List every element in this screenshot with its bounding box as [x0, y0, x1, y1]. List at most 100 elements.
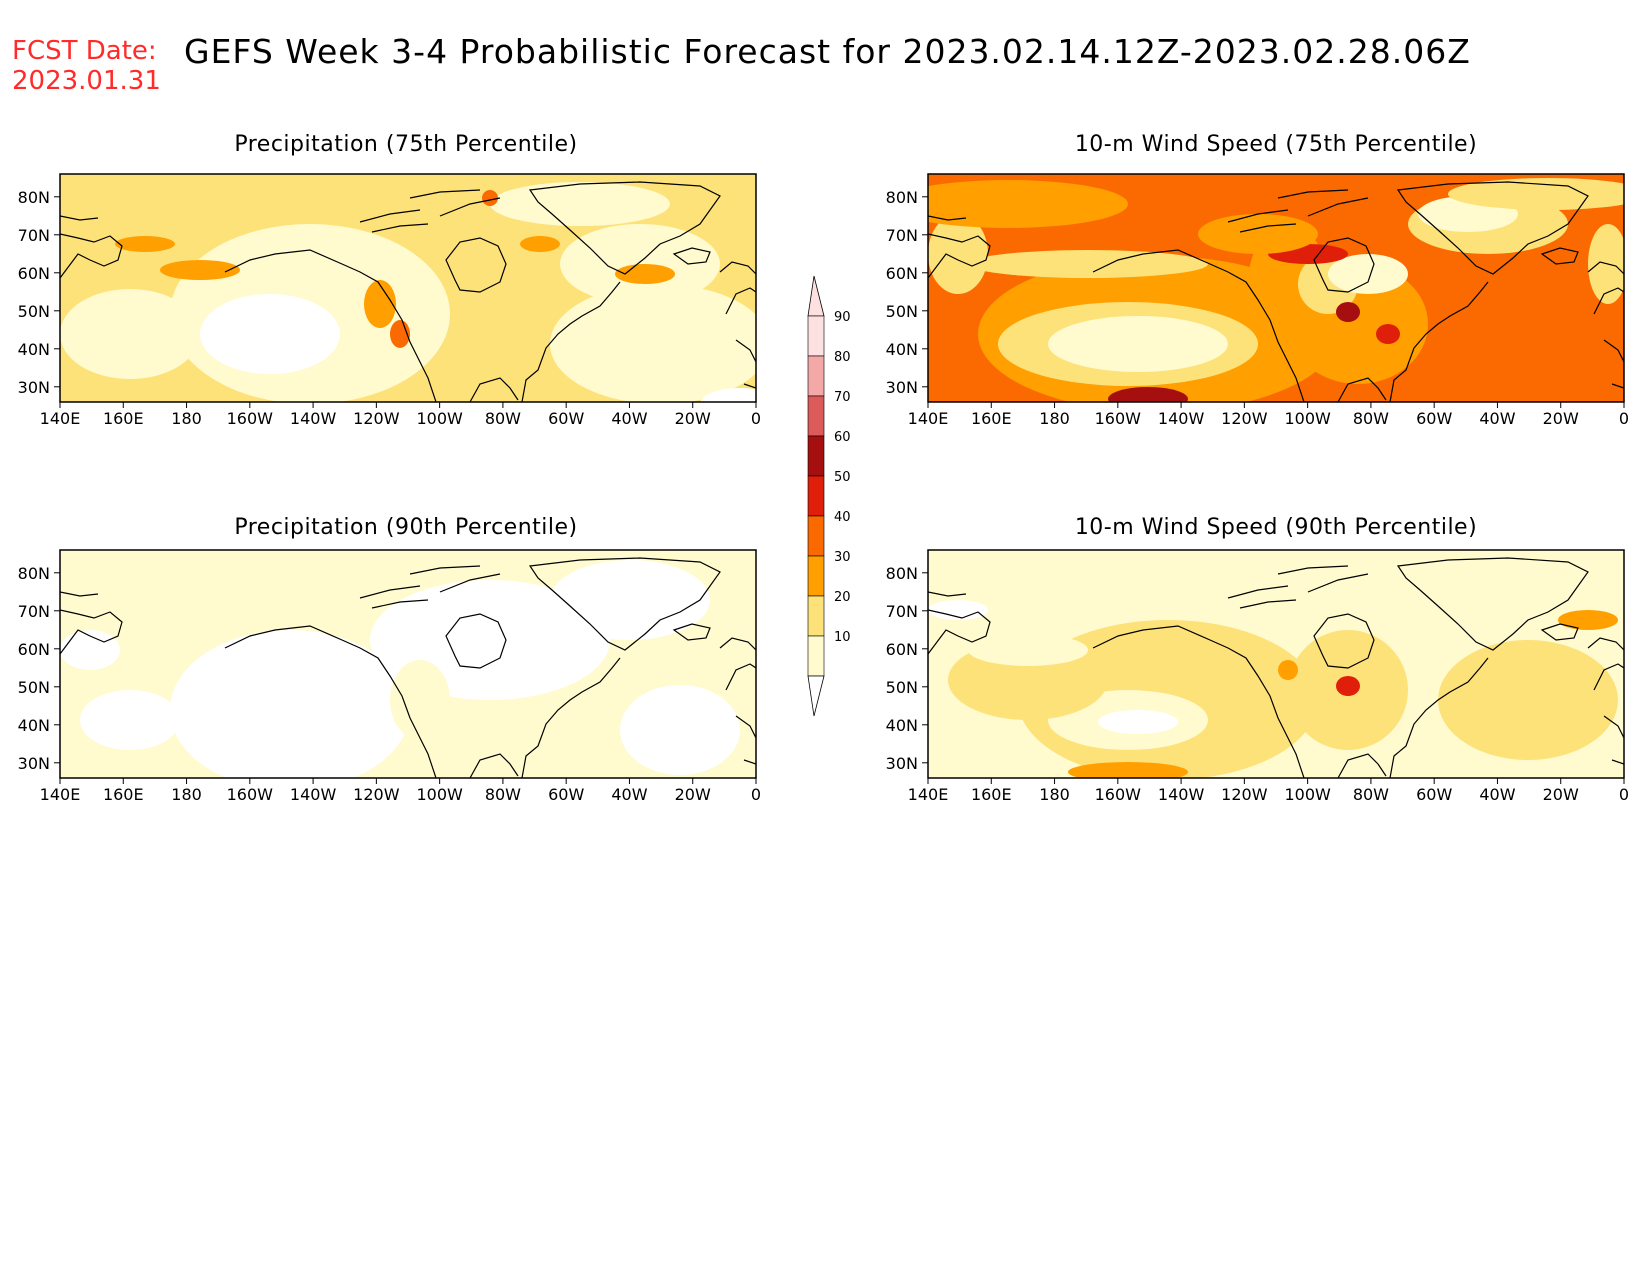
colorbar-label: 70	[834, 390, 851, 405]
map-panel-wind-90: 140E 160E 180 160W 140W 120W 100W 80W 60W 40W 20W 0…	[886, 549, 1629, 804]
coastline-0	[1092, 249, 1305, 402]
lon-tick-label: 20W	[675, 409, 711, 428]
contour-region-15	[1108, 387, 1188, 402]
lon-tick-label: 60W	[1416, 785, 1452, 804]
coastlines-wind-90	[928, 557, 1624, 778]
coastline-5	[672, 247, 711, 265]
contour-region-2	[560, 224, 720, 304]
lon-tick-label: 140W	[290, 409, 337, 428]
fcst-date-block: FCST Date: 2023.01.31	[12, 36, 161, 96]
lon-tick-label: 60W	[548, 785, 584, 804]
contour-region-19	[1508, 344, 1624, 402]
contour-region-12	[928, 600, 988, 620]
probability-field-precip-90	[60, 550, 756, 778]
coastline-3	[1227, 189, 1369, 233]
colorbar-label: 80	[834, 350, 851, 365]
lon-tick-label: 160E	[971, 785, 1012, 804]
colorbar-segment-40	[807, 515, 825, 557]
coastlines-precip-75	[60, 181, 756, 402]
map-panel-precip-90: 140E 160E 180 160W 140W 120W 100W 80W 60W 40W 20W 0…	[18, 549, 761, 804]
coastline-1	[469, 281, 621, 402]
contour-region-16	[928, 180, 1128, 228]
coastline-6	[60, 215, 123, 279]
contour-region-10	[615, 264, 675, 284]
contour-region-13	[700, 388, 756, 402]
coastline-7	[719, 261, 756, 389]
coastline-7	[1587, 637, 1624, 765]
lon-tick-label: 0	[1619, 785, 1629, 804]
contour-region-1	[200, 294, 340, 374]
panel-title-wind-90: 10-m Wind Speed (90th Percentile)	[1074, 515, 1478, 540]
lat-tick-label: 40N	[18, 716, 50, 735]
lat-tick-label: 50N	[18, 678, 50, 697]
coastline-3	[359, 565, 501, 609]
colorbar-label: 50	[834, 470, 851, 485]
lon-tick-label: 0	[751, 785, 761, 804]
contour-region-2	[1048, 316, 1228, 372]
lon-tick-label: 40W	[611, 409, 647, 428]
lon-tick-label: 120W	[1221, 409, 1268, 428]
contour-region-10	[928, 214, 988, 294]
colorbar: 90 80 70 60 50 40 30 20 10	[807, 275, 851, 717]
contour-region-4	[80, 690, 180, 750]
lat-tick-label: 40N	[886, 340, 918, 359]
lon-tick-label: 180	[171, 785, 202, 804]
coastline-2	[1313, 613, 1375, 669]
lat-tick-label: 40N	[18, 340, 50, 359]
lon-tick-label: 100W	[1284, 785, 1331, 804]
colorbar-segment-20	[807, 595, 825, 637]
lat-tick-label: 70N	[886, 226, 918, 245]
colorbar-segment-30	[807, 555, 825, 597]
probability-field-precip-75	[60, 174, 756, 402]
coastline-0	[1092, 625, 1305, 778]
coastline-1	[1337, 281, 1489, 402]
contour-region-17	[1448, 178, 1624, 210]
coastlines-wind-75	[928, 181, 1624, 402]
lon-tick-label: 20W	[1543, 785, 1579, 804]
coastline-4	[1396, 557, 1589, 651]
lat-tick-label: 50N	[886, 678, 918, 697]
lat-tick-label: 30N	[886, 378, 918, 397]
lon-tick-label: 140E	[908, 785, 949, 804]
lat-tick-label: 60N	[886, 264, 918, 283]
probability-field-wind-90	[928, 550, 1624, 778]
lat-tick-label: 60N	[886, 640, 918, 659]
lon-tick-label: 140W	[290, 785, 337, 804]
coastline-6	[928, 591, 991, 655]
colorbar-bottom-cap	[807, 675, 825, 717]
colorbar-segment-90	[807, 315, 825, 357]
coastlines-precip-90	[60, 557, 756, 778]
coastline-1	[469, 657, 621, 778]
lon-tick-label: 160W	[227, 409, 274, 428]
lat-tick-label: 60N	[18, 640, 50, 659]
lon-tick-label: 120W	[353, 409, 400, 428]
contour-region-12	[482, 190, 498, 206]
colorbar-label: 90	[834, 310, 851, 325]
map-frame	[927, 173, 1625, 403]
lat-tick-label: 80N	[886, 564, 918, 583]
contour-region-6	[160, 260, 240, 280]
contour-region-12	[1336, 302, 1360, 322]
map-frame	[927, 549, 1625, 779]
colorbar-segment-10	[807, 635, 825, 677]
coastline-7	[719, 637, 756, 765]
lon-tick-label: 0	[751, 409, 761, 428]
map-panel-wind-75: 140E 160E 180 160W 140W 120W 100W 80W 60W 40W 20W 0…	[886, 173, 1629, 428]
lon-tick-label: 20W	[1543, 409, 1579, 428]
contour-region-3	[490, 182, 670, 226]
contour-region-18	[1198, 214, 1318, 254]
coastline-5	[1540, 247, 1579, 265]
colorbar-top-cap	[807, 275, 825, 317]
contour-region-9	[1068, 762, 1188, 778]
contour-region-3	[620, 685, 740, 775]
coastline-5	[672, 623, 711, 641]
lat-tick-label: 50N	[886, 302, 918, 321]
fcst-date-label: FCST Date:	[12, 36, 157, 66]
contour-region-5	[1438, 640, 1618, 760]
contour-region-4	[550, 284, 756, 402]
contour-region-11	[520, 236, 560, 252]
lon-tick-label: 80W	[485, 409, 521, 428]
lat-tick-label: 30N	[886, 754, 918, 773]
lat-tick-label: 80N	[18, 188, 50, 207]
map-panel-precip-75: 140E 160E 180 160W 140W 120W 100W 80W 60W 40W 20W 0…	[18, 173, 761, 428]
